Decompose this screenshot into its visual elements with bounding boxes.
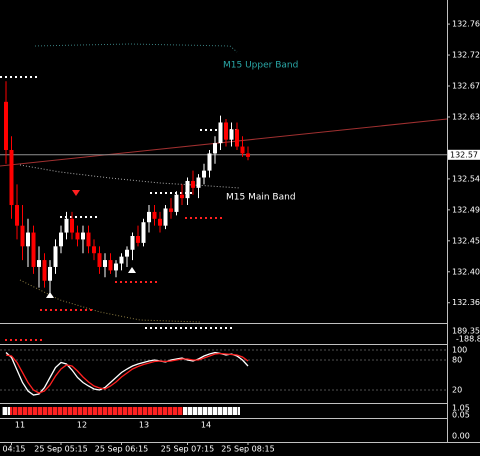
candle-body	[37, 260, 41, 267]
candle-body	[163, 208, 168, 226]
main-band	[19, 164, 241, 189]
stoch-tick-label: 20	[452, 386, 462, 395]
y-tick-label: 132.67	[452, 82, 480, 91]
candle-body	[180, 194, 184, 199]
candle-body	[158, 218, 162, 226]
panel-label: 14	[201, 421, 211, 430]
candle-body	[136, 235, 140, 243]
strip-red	[10, 407, 183, 415]
current-price-label: 132.57	[450, 150, 478, 159]
strip-label: 0.00	[452, 432, 470, 441]
trend-line	[0, 118, 448, 167]
x-tick-label: 25 Sep 05:15	[34, 445, 87, 454]
candle-body	[108, 260, 113, 271]
sell-arrow	[72, 190, 80, 196]
panel-label: 11	[15, 421, 25, 430]
y-tick-label: 132.63	[452, 112, 480, 121]
candle-body	[53, 246, 58, 267]
y-tick-label: 132.36	[452, 298, 480, 307]
candle-body	[202, 170, 206, 178]
y-tick-label: 132.54	[452, 174, 480, 183]
panel-label: 13	[139, 421, 149, 430]
upper-band	[34, 43, 238, 53]
x-tick-label: 25 Sep 08:15	[221, 445, 274, 454]
annotation: M15 Main Band	[226, 193, 296, 203]
candle-body	[48, 266, 52, 281]
frames	[0, 0, 480, 443]
stoch-line	[5, 352, 249, 394]
candle-body	[125, 249, 129, 257]
y-tick-label: 132.45	[452, 236, 480, 245]
annotation: M15 Upper Band	[223, 61, 298, 71]
candle-body	[75, 232, 80, 240]
candle-body	[26, 232, 30, 247]
candle-body	[240, 146, 245, 154]
current-price-box	[448, 149, 480, 160]
candle-body	[103, 260, 107, 267]
candle-body	[174, 194, 179, 212]
y-tick-label: 132.72	[452, 51, 480, 60]
candle-body	[81, 232, 85, 240]
candle-body	[224, 122, 228, 140]
candle-body	[59, 232, 63, 247]
candle-body	[15, 205, 19, 226]
candle-body	[86, 232, 91, 247]
candle-body	[114, 263, 118, 271]
candle-body	[207, 153, 212, 171]
candle-body	[141, 222, 146, 243]
candle-body	[246, 153, 250, 157]
candle-body	[31, 232, 36, 267]
y-tick-label: 132.49	[452, 205, 480, 214]
x-tick-label: 04:15	[2, 445, 25, 454]
strip-label: 0.05	[452, 411, 470, 420]
y-tick-label: 132.76	[452, 20, 480, 29]
candle-body	[97, 253, 102, 267]
candle-body	[130, 235, 135, 250]
candle-body	[213, 143, 217, 154]
candle-body	[42, 260, 47, 281]
candle-body	[119, 256, 124, 264]
candle-body	[20, 225, 25, 247]
candle-body	[4, 101, 8, 150]
candle-body	[218, 122, 223, 144]
candle-body	[9, 149, 14, 206]
strip-label: 1.05	[452, 404, 470, 413]
y-tick-label: 132.40	[452, 267, 480, 276]
candle-body	[229, 129, 234, 140]
panel-label: 12	[77, 421, 87, 430]
candle-body	[196, 177, 201, 188]
x-tick-label: 25 Sep 06:15	[95, 445, 148, 454]
candle-body	[64, 218, 69, 233]
buy-arrow	[46, 292, 54, 298]
candle-body	[147, 211, 151, 223]
buy-arrow	[128, 267, 136, 273]
candle-body	[185, 180, 190, 199]
cci-label: 189.356	[452, 327, 480, 336]
candle-body	[152, 211, 157, 219]
x-tick-label: 25 Sep 07:15	[161, 445, 214, 454]
candle-body	[235, 129, 239, 147]
candle-body	[70, 218, 74, 233]
lower-band	[19, 279, 201, 323]
stoch-tick-label: 100	[452, 346, 467, 355]
candle-body	[191, 180, 195, 188]
stoch-tick-label: 80	[452, 356, 462, 365]
cci-label: -188.86	[456, 335, 480, 344]
stoch-line	[5, 351, 249, 396]
candle-body	[169, 208, 173, 212]
candle-body	[92, 246, 96, 254]
